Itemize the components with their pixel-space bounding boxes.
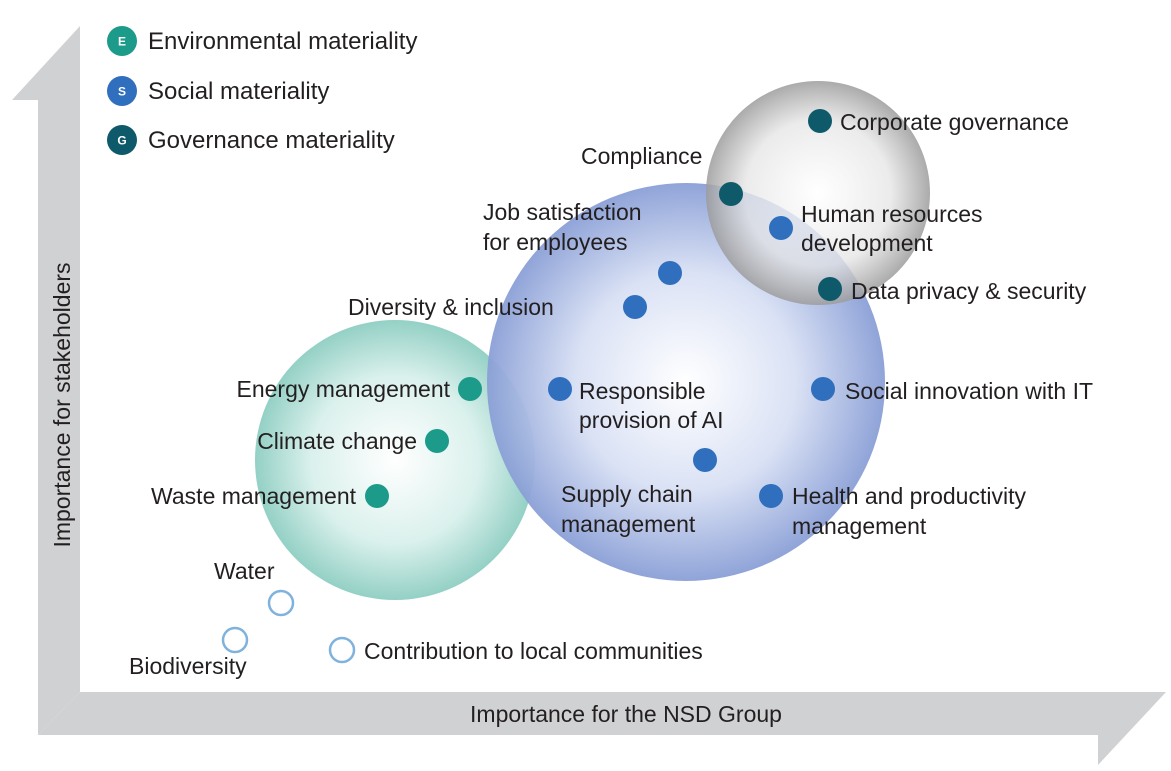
marker-health-productivity xyxy=(759,484,783,508)
marker-corporate-governance xyxy=(808,109,832,133)
marker-supply-chain-management xyxy=(693,448,717,472)
marker-energy-management xyxy=(458,377,482,401)
label-corporate-governance: Corporate governance xyxy=(840,109,1069,135)
marker-climate-change xyxy=(425,429,449,453)
label-human-resources-line1: Human resources xyxy=(801,201,983,227)
label-human-resources-line2: development xyxy=(801,230,933,256)
label-job-satisfaction-line1: Job satisfaction xyxy=(483,199,642,225)
y-axis-label: Importance for stakeholders xyxy=(49,262,75,547)
label-waste-management: Waste management xyxy=(151,483,357,509)
x-axis-label: Importance for the NSD Group xyxy=(470,701,782,727)
marker-compliance xyxy=(719,182,743,206)
marker-responsible-provision-ai xyxy=(548,377,572,401)
legend-marker-governance xyxy=(107,125,137,155)
label-health-productivity-line1: Health and productivity xyxy=(792,483,1026,509)
legend-marker-social xyxy=(107,76,137,106)
label-responsible-ai-line1: Responsible xyxy=(579,378,706,404)
label-diversity-inclusion: Diversity & inclusion xyxy=(348,294,554,320)
legend-label-governance: Governance materiality xyxy=(148,127,395,154)
label-responsible-ai-line2: provision of AI xyxy=(579,407,723,433)
label-health-productivity-line2: management xyxy=(792,513,927,539)
label-data-privacy-security: Data privacy & security xyxy=(851,278,1087,304)
label-local-communities: Contribution to local communities xyxy=(364,638,703,664)
label-climate-change: Climate change xyxy=(257,428,417,454)
item-markers xyxy=(221,109,842,664)
label-social-innovation-it: Social innovation with IT xyxy=(845,378,1093,404)
label-energy-management: Energy management xyxy=(236,376,450,402)
label-compliance: Compliance xyxy=(581,143,702,169)
label-job-satisfaction-line2: for employees xyxy=(483,229,627,255)
legend-item-environmental: E Environmental materiality xyxy=(107,26,417,56)
label-supply-chain-line1: Supply chain xyxy=(561,481,693,507)
marker-job-satisfaction xyxy=(658,261,682,285)
legend-badge-governance: G xyxy=(117,134,126,148)
x-axis-arrow xyxy=(38,692,1166,765)
legend-label-environmental: Environmental materiality xyxy=(148,28,417,55)
governance-bubble xyxy=(706,81,930,305)
item-labels: Corporate governance Compliance Human re… xyxy=(129,109,1093,679)
label-biodiversity: Biodiversity xyxy=(129,653,247,679)
legend-item-social: S Social materiality xyxy=(107,76,329,106)
marker-local-communities xyxy=(328,636,356,664)
label-supply-chain-line2: management xyxy=(561,511,696,537)
marker-human-resources-development xyxy=(769,216,793,240)
legend-label-social: Social materiality xyxy=(148,78,329,105)
legend-item-governance: G Governance materiality xyxy=(107,125,395,155)
marker-waste-management xyxy=(365,484,389,508)
marker-data-privacy-security xyxy=(818,277,842,301)
legend-marker-environmental xyxy=(107,26,137,56)
y-axis-arrow xyxy=(12,26,80,735)
legend-badge-social: S xyxy=(118,85,126,99)
marker-water xyxy=(267,589,295,617)
legend: E Environmental materiality S Social mat… xyxy=(107,26,417,155)
marker-biodiversity xyxy=(221,626,249,654)
label-water: Water xyxy=(214,558,275,584)
marker-diversity-inclusion xyxy=(623,295,647,319)
marker-social-innovation-it xyxy=(811,377,835,401)
legend-badge-environmental: E xyxy=(118,35,126,49)
